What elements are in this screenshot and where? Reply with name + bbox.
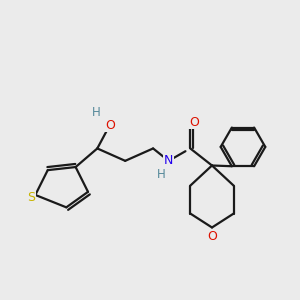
Text: O: O: [189, 116, 199, 129]
Text: H: H: [157, 168, 165, 181]
Text: H: H: [92, 106, 100, 119]
Text: O: O: [207, 230, 217, 243]
Text: S: S: [28, 191, 36, 204]
Text: N: N: [164, 154, 173, 167]
Text: O: O: [105, 119, 115, 132]
